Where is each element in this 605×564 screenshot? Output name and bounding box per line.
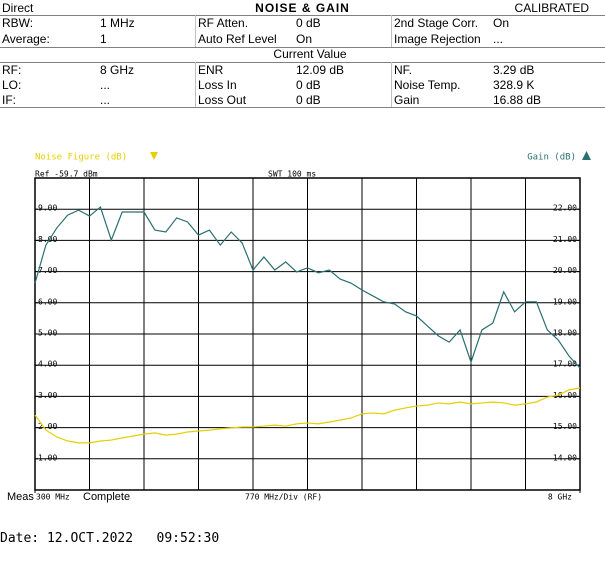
- current-value: 0 dB: [296, 78, 321, 92]
- current-label: ENR: [198, 63, 224, 77]
- legend-marker: [582, 151, 591, 160]
- y2-tick-label: 16.00: [553, 391, 577, 400]
- title: NOISE & GAIN: [255, 1, 350, 15]
- current-value: 16.88 dB: [493, 93, 542, 107]
- setting-value: On: [296, 32, 313, 46]
- mode: Direct: [2, 1, 34, 15]
- meas-status: Complete: [83, 491, 131, 503]
- y2-tick-label: 19.00: [553, 297, 577, 306]
- divider: [0, 15, 605, 16]
- setting-value: On: [493, 16, 510, 30]
- current-value: 0 dB: [296, 93, 321, 107]
- divider: [0, 47, 605, 48]
- y2-tick-label: 17.00: [553, 360, 577, 369]
- setting-label: Auto Ref Level: [198, 32, 277, 46]
- current-label: Gain: [394, 93, 420, 107]
- series-line: [34, 387, 581, 444]
- current-label: IF:: [2, 93, 16, 107]
- divider: [195, 15, 196, 47]
- y2-tick-label: 22.00: [553, 204, 577, 213]
- setting-label: RBW:: [2, 16, 34, 30]
- y-tick-label: 2.00: [38, 422, 57, 431]
- current-label: LO:: [2, 78, 22, 92]
- current-value: ...: [100, 78, 111, 92]
- setting-label: Image Rejection: [394, 32, 481, 46]
- sweep-time: SWT 100 ms: [268, 170, 316, 179]
- legend-label: Gain (dB): [527, 153, 576, 163]
- setting-value: 0 dB: [296, 16, 321, 30]
- y-tick-label: 8.00: [38, 235, 57, 244]
- status: CALIBRATED: [514, 1, 589, 15]
- divider: [195, 62, 196, 107]
- y-tick-label: 9.00: [38, 204, 57, 213]
- setting-value: 1: [100, 32, 107, 46]
- current-label: NF.: [394, 63, 412, 77]
- y-tick-label: 5.00: [38, 329, 57, 338]
- divider: [0, 107, 605, 108]
- current-label: RF:: [2, 63, 22, 77]
- y-tick-label: 7.00: [38, 266, 57, 275]
- setting-value: ...: [493, 32, 504, 46]
- current-value: 3.29 dB: [493, 63, 535, 77]
- y2-tick-label: 20.00: [553, 266, 577, 275]
- x-axis-label: 770 MHz/Div (RF): [245, 493, 322, 502]
- y2-tick-label: 21.00: [553, 235, 577, 244]
- y-tick-label: 3.00: [38, 391, 57, 400]
- y-tick-label: 6.00: [38, 297, 57, 306]
- y-tick-label: 1.00: [38, 453, 57, 462]
- legend-label: Noise Figure (dB): [35, 153, 127, 163]
- ref-level: Ref -59.7 dBm: [35, 170, 98, 179]
- setting-label: 2nd Stage Corr.: [394, 16, 479, 30]
- setting-label: RF Atten.: [198, 16, 249, 30]
- y2-tick-label: 15.00: [553, 422, 577, 431]
- y-tick-label: 4.00: [38, 360, 57, 369]
- divider: [0, 62, 605, 63]
- x-tick-label: 8 GHz: [548, 493, 572, 502]
- x-tick-label: 300 MHz: [36, 493, 70, 502]
- series-line: [34, 205, 581, 369]
- current-value: 12.09 dB: [296, 63, 345, 77]
- y2-tick-label: 14.00: [553, 453, 577, 462]
- meas-label: Meas: [7, 491, 34, 503]
- setting-value: 1 MHz: [100, 16, 135, 30]
- current-label: Noise Temp.: [394, 78, 461, 92]
- section-title: Current Value: [273, 47, 347, 61]
- date: Date: 12.OCT.2022 09:52:30: [0, 531, 220, 546]
- current-value: 328.9 K: [493, 78, 535, 92]
- current-value: ...: [100, 93, 111, 107]
- current-value: 8 GHz: [100, 63, 135, 77]
- y2-tick-label: 18.00: [553, 329, 577, 338]
- divider: [391, 15, 392, 47]
- setting-label: Average:: [2, 32, 50, 46]
- divider: [391, 62, 392, 107]
- legend-marker: [150, 152, 158, 160]
- current-label: Loss In: [198, 78, 237, 92]
- current-label: Loss Out: [198, 93, 247, 107]
